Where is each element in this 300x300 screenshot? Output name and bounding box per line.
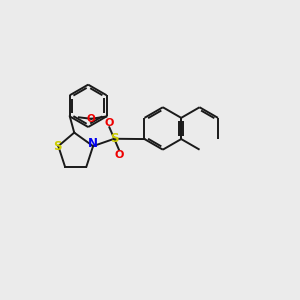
Text: S: S: [53, 140, 62, 153]
Text: O: O: [104, 118, 114, 128]
Text: N: N: [88, 137, 98, 150]
Text: S: S: [110, 132, 118, 145]
Text: O: O: [115, 150, 124, 160]
Text: methyl: methyl: [71, 117, 76, 118]
Text: O: O: [87, 114, 96, 124]
